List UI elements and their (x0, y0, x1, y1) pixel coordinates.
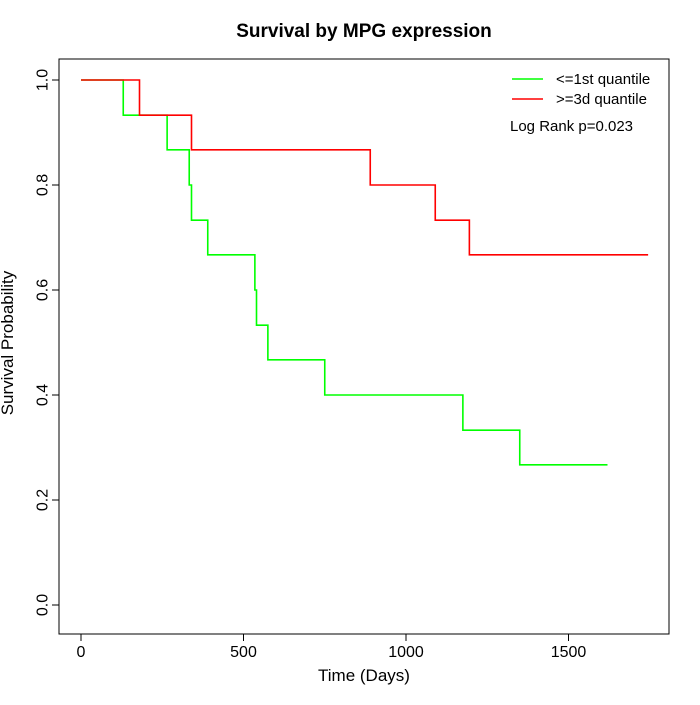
x-tick-label: 1500 (551, 644, 587, 661)
chart-title: Survival by MPG expression (236, 21, 492, 42)
legend: <=1st quantile >=3d quantile (512, 71, 650, 108)
x-tick-label: 500 (230, 644, 257, 661)
y-axis-label: Survival Probability (0, 270, 17, 415)
y-tick-label: 0.6 (35, 279, 52, 301)
y-axis: 0.0 0.2 0.4 0.6 0.8 1.0 (35, 69, 60, 616)
legend-label: <=1st quantile (556, 71, 650, 88)
logrank-annotation: Log Rank p=0.023 (510, 118, 633, 135)
series-group (81, 79, 649, 466)
y-tick-label: 0.8 (35, 174, 52, 196)
x-axis: 0 500 1000 1500 (77, 633, 587, 661)
x-axis-label: Time (Days) (318, 666, 410, 685)
y-tick-label: 0.2 (35, 489, 52, 511)
x-tick-label: 1000 (388, 644, 424, 661)
y-tick-label: 0.0 (35, 594, 52, 616)
survival-curve-low (81, 79, 608, 466)
survival-curve-high (81, 79, 649, 256)
legend-label: >=3d quantile (556, 91, 647, 108)
y-tick-label: 0.4 (35, 384, 52, 406)
y-tick-label: 1.0 (35, 69, 52, 91)
x-tick-label: 0 (77, 644, 86, 661)
